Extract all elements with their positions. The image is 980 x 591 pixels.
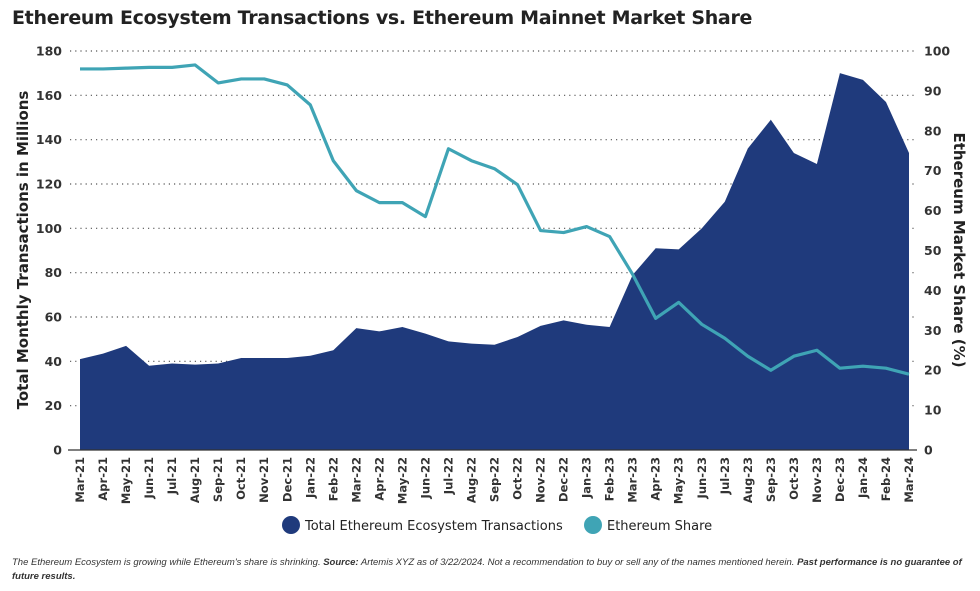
footnote-disclaimer: Past performance is no guarantee of futu… <box>12 557 962 582</box>
y-right-axis-title: Ethereum Market Share (%) <box>950 132 968 367</box>
y-left-tick-label: 120 <box>36 177 62 192</box>
y-right-tick-label: 80 <box>924 123 942 138</box>
y-right-tick-label: 30 <box>924 323 942 338</box>
footnote-source-label: Source: <box>323 557 359 568</box>
footnote: The Ethereum Ecosystem is growing while … <box>12 556 962 584</box>
x-tick-label: Oct-21 <box>234 457 248 500</box>
legend-label-share: Ethereum Share <box>607 519 712 534</box>
y-right-tick-label: 50 <box>924 243 942 258</box>
x-tick-label: Aug-21 <box>188 457 202 503</box>
x-tick-label: May-22 <box>395 457 409 504</box>
y-right-tick-label: 10 <box>924 403 942 418</box>
x-tick-label: Aug-23 <box>741 457 755 503</box>
y-left-axis-title: Total Monthly Transactions in Millions <box>14 91 32 410</box>
x-tick-label: Dec-23 <box>833 457 847 502</box>
x-tick-label: Apr-21 <box>96 457 110 501</box>
x-tick-label: Apr-23 <box>649 457 663 501</box>
y-right-tick-label: 40 <box>924 283 942 298</box>
chart: 0 20 40 60 80 100 120 140 160 180 0 10 20 30 40 50 60 70 8… <box>14 44 968 534</box>
x-tick-label: Dec-22 <box>557 457 571 502</box>
x-tick-label: Nov-23 <box>810 457 824 503</box>
y-left-tick-label: 140 <box>36 132 62 147</box>
x-tick-label: Jul-22 <box>441 457 455 495</box>
footnote-source: Artemis XYZ as of 3/22/2024. Not a recom… <box>358 557 798 568</box>
x-tick-label: May-21 <box>119 457 133 504</box>
y-left-tick-label: 60 <box>45 310 63 325</box>
y-left-tick-label: 100 <box>36 221 62 236</box>
y-right-tick-label: 90 <box>924 83 942 98</box>
x-tick-label: Apr-22 <box>372 457 386 501</box>
x-tick-label: Jul-23 <box>718 457 732 495</box>
x-tick-label: Sep-22 <box>488 457 502 502</box>
x-tick-label: Mar-21 <box>73 457 87 503</box>
x-tick-label: Nov-22 <box>534 457 548 503</box>
y-left-tick-label: 20 <box>45 398 63 413</box>
x-tick-label: Nov-21 <box>257 457 271 503</box>
x-tick-label: Sep-23 <box>764 457 778 502</box>
x-tick-label: Mar-24 <box>902 457 916 503</box>
x-tick-label: Feb-23 <box>603 457 617 501</box>
x-tick-label: Mar-22 <box>349 457 363 503</box>
x-tick-label: Mar-23 <box>626 457 640 503</box>
y-right-tick-label: 0 <box>924 443 933 458</box>
y-left-tick-label: 80 <box>45 265 63 280</box>
transactions-area <box>80 73 909 451</box>
legend-label-transactions: Total Ethereum Ecosystem Transactions <box>304 519 563 534</box>
y-right-tick-label: 100 <box>924 44 950 59</box>
x-tick-label: Jul-21 <box>165 457 179 495</box>
x-tick-label: Sep-21 <box>211 457 225 502</box>
x-tick-label: Jun-23 <box>695 457 709 499</box>
x-tick-label: May-23 <box>672 457 686 504</box>
x-tick-label: Jan-23 <box>580 457 594 499</box>
x-tick-label: Jan-24 <box>856 457 870 499</box>
x-tick-label: Jun-22 <box>418 457 432 499</box>
x-tick-label: Feb-24 <box>879 457 893 501</box>
legend-marker-transactions <box>282 516 300 534</box>
y-right-tick-label: 20 <box>924 363 942 378</box>
x-tick-label: Feb-22 <box>326 457 340 501</box>
x-tick-label: Oct-22 <box>511 457 525 500</box>
y-left-tick-label: 180 <box>36 44 62 59</box>
y-right-tick-label: 60 <box>924 203 942 218</box>
y-right-tick-label: 70 <box>924 163 942 178</box>
y-left-tick-label: 40 <box>45 354 63 369</box>
x-tick-label: Aug-22 <box>464 457 478 503</box>
legend-marker-share <box>584 516 602 534</box>
x-tick-label: Jun-21 <box>142 457 156 499</box>
x-tick-label: Oct-23 <box>787 457 801 500</box>
x-tick-label: Jan-22 <box>303 457 317 499</box>
x-tick-label: Dec-21 <box>280 457 294 502</box>
y-left-tick-label: 0 <box>53 443 62 458</box>
y-left-tick-label: 160 <box>36 88 62 103</box>
footnote-text: The Ethereum Ecosystem is growing while … <box>12 557 324 568</box>
chart-title: Ethereum Ecosystem Transactions vs. Ethe… <box>12 7 753 29</box>
